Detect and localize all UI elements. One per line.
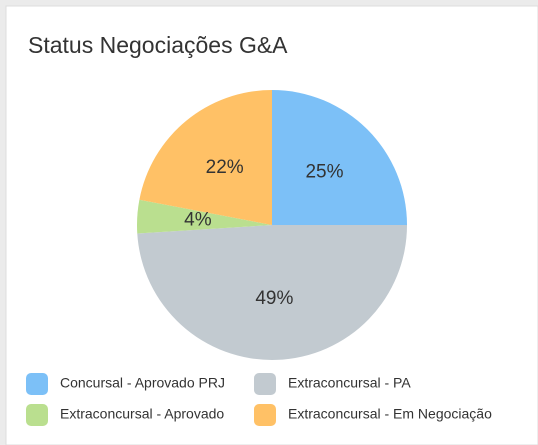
pie-slice (139, 90, 272, 225)
chart-title: Status Negociações G&A (28, 32, 288, 58)
legend-swatch (26, 404, 48, 426)
legend-swatch (254, 373, 276, 395)
pie-slice (137, 199, 272, 234)
pie-slice (272, 90, 407, 225)
slice-label: 25% (305, 162, 343, 183)
slice-label: 49% (255, 288, 293, 309)
legend-swatch (254, 404, 276, 426)
legend-label: Extraconcursal - PA (288, 375, 411, 391)
legend-swatch (26, 373, 48, 395)
slice-label: 22% (206, 157, 244, 178)
legend-label: Concursal - Aprovado PRJ (60, 375, 225, 391)
pie-slice (137, 225, 407, 361)
slice-label: 4% (184, 209, 212, 230)
legend-label: Extraconcursal - Em Negociação (288, 406, 492, 422)
legend-label: Extraconcursal - Aprovado (60, 406, 224, 422)
